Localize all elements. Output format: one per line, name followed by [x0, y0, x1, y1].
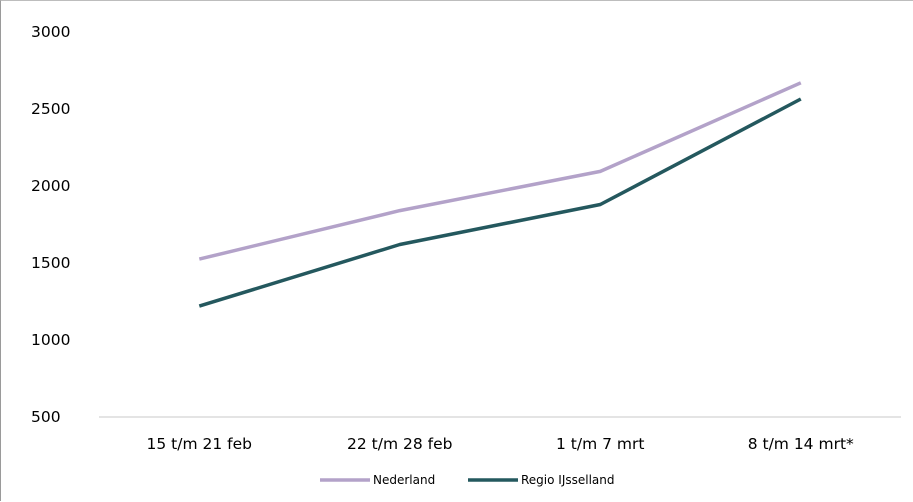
series-line-2	[199, 99, 801, 306]
x-tick-label: 8 t/m 14 mrt*	[748, 435, 854, 453]
y-axis-tick-labels: 500 1000 1500 2000 2500 3000	[31, 23, 70, 426]
y-tick-label: 2500	[31, 100, 70, 118]
x-tick-label: 22 t/m 28 feb	[347, 435, 452, 453]
legend-label: Regio IJsselland	[521, 473, 615, 487]
legend-label: Nederland	[373, 473, 435, 487]
legend: Nederland Regio IJsselland	[320, 473, 615, 487]
y-tick-label: 3000	[31, 23, 70, 41]
series-line-1	[199, 83, 801, 259]
series-lines	[199, 83, 801, 306]
x-axis-tick-labels: 15 t/m 21 feb 22 t/m 28 feb 1 t/m 7 mrt 8 t…	[147, 435, 855, 453]
y-tick-label: 2000	[31, 177, 70, 195]
y-tick-label: 1000	[31, 331, 70, 349]
y-tick-label: 1500	[31, 254, 70, 272]
x-tick-label: 1 t/m 7 mrt	[556, 435, 644, 453]
x-tick-label: 15 t/m 21 feb	[147, 435, 252, 453]
y-tick-label: 500	[31, 408, 61, 426]
